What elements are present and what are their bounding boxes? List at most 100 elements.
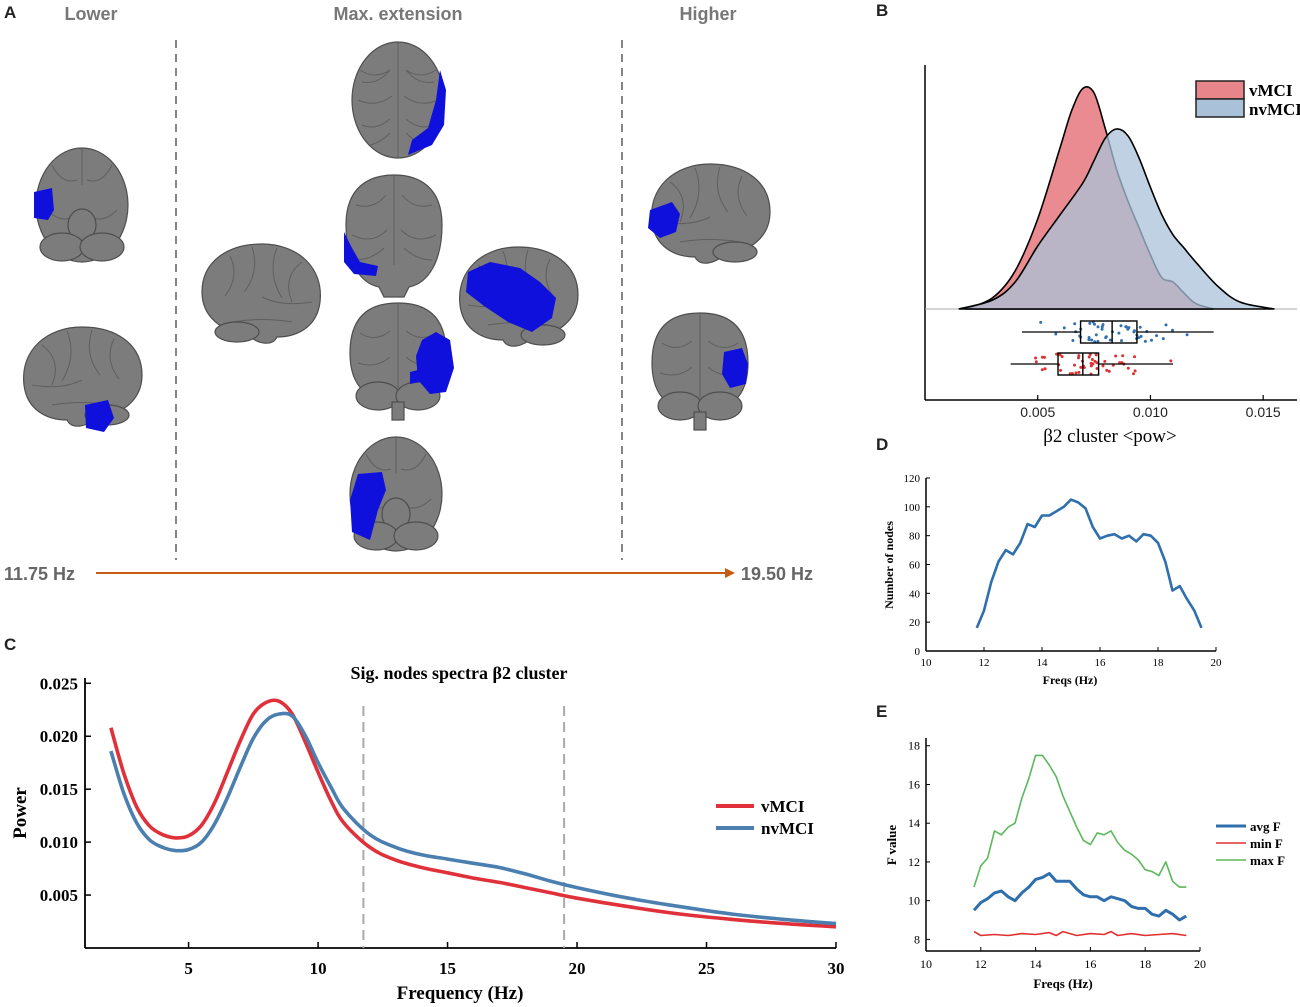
x-tick-label: 18 [1153, 657, 1165, 669]
panel-d-lines [975, 498, 1203, 629]
x-tick-label: 16 [1084, 957, 1096, 971]
y-tick-label: 0.005 [40, 886, 78, 905]
x-tick-label: 15 [439, 959, 456, 978]
jitter-point-vmci [1089, 364, 1093, 368]
jitter-point-vmci [1105, 368, 1109, 372]
jitter-point-nvmci [1071, 339, 1075, 342]
panel-e-letter: E [876, 702, 887, 721]
jitter-point-vmci [1133, 369, 1137, 373]
jitter-point-vmci [1073, 363, 1076, 367]
legend-label-nvmci: nvMCI [1249, 100, 1300, 119]
jitter-point-vmci [1077, 370, 1081, 374]
panel-d: D 10 12 14 16 18 20 0 20 40 60 80 100 120 Freqs (Hz)… [876, 435, 1222, 687]
jitter-point-vmci [1058, 353, 1062, 357]
jitter-point-vmci [1114, 354, 1118, 358]
line-avg-f [972, 872, 1188, 922]
jitter-point-vmci [1132, 372, 1135, 376]
jitter-point-nvmci [1138, 325, 1142, 329]
jitter-point-nvmci [1161, 337, 1165, 341]
line-nvmci [109, 711, 837, 926]
x-tick-label: 12 [975, 957, 987, 971]
jitter-point-vmci [1079, 365, 1083, 369]
legend-label-min-f: min F [1250, 836, 1283, 851]
x-tick-label: 20 [1211, 657, 1223, 669]
panel-b-letter: B [876, 1, 888, 20]
panel-c-lines [109, 698, 837, 929]
panel-c-letter: C [4, 635, 16, 654]
y-tick-label: 0.010 [40, 833, 78, 852]
jitter-point-nvmci [1119, 324, 1123, 328]
box-vmci [1057, 352, 1100, 376]
panel-a-letter: A [4, 3, 16, 22]
jitter-point-nvmci [1139, 334, 1143, 338]
panel-b-legend: vMCI nvMCI [1195, 80, 1300, 119]
brain-max-back-view [349, 302, 454, 421]
brain-higher-back-view [651, 312, 749, 431]
panel-e-lines [972, 754, 1188, 937]
x-tick-label: 10 [920, 957, 932, 971]
jitter-point-nvmci [1104, 335, 1108, 339]
jitter-point-nvmci [1126, 327, 1130, 331]
panel-e-legend: avg F min F max F [1216, 819, 1285, 868]
jitter-point-nvmci [1137, 336, 1141, 340]
brain-lower-bottom-view [34, 147, 129, 263]
jitter-point-nvmci [1150, 338, 1153, 342]
x-tick-label: 14 [1037, 657, 1049, 669]
jitter-point-vmci [1060, 355, 1064, 359]
y-tick-label: 0.015 [40, 780, 78, 799]
jitter-point-vmci [1121, 354, 1125, 358]
y-tick-label: 80 [909, 531, 921, 543]
legend-label-nvmci-c: nvMCI [761, 819, 814, 838]
jitter-point-nvmci [1096, 325, 1100, 329]
panel-c-title: Sig. nodes spectra β2 cluster [351, 663, 568, 683]
jitter-point-vmci [1133, 355, 1136, 359]
panel-d-letter: D [876, 435, 888, 454]
jitter-point-vmci [1040, 368, 1044, 372]
panel-c-ticks: 5 10 15 20 25 30 0.005 0.010 0.015 0.020 0.025 [40, 674, 845, 978]
legend-swatch-vmci [1195, 80, 1245, 100]
panel-b: B 0.005 0.010 0.015 β2 cluster <pow> vMCI … [876, 1, 1300, 447]
legend-label-avg-f: avg F [1250, 819, 1281, 834]
panel-c-ylabel: Power [10, 787, 31, 839]
jitter-point-vmci [1095, 361, 1099, 365]
box-nvmci [1079, 320, 1138, 344]
jitter-point-vmci [1070, 372, 1074, 375]
line-vmci [109, 698, 837, 929]
jitter-point-vmci [1087, 355, 1091, 359]
y-tick-label: 40 [909, 588, 921, 600]
y-tick-label: 8 [914, 932, 920, 946]
jitter-point-vmci [1090, 358, 1094, 361]
jitter-point-nvmci [1117, 331, 1121, 335]
header-lower: Lower [64, 4, 117, 24]
line-max-f [973, 754, 1187, 888]
jitter-point-vmci [1103, 359, 1107, 363]
y-tick-label: 0 [915, 646, 921, 658]
brain-lower-lateral-view [23, 326, 143, 432]
jitter-point-vmci [1169, 359, 1173, 363]
panel-c: C Sig. nodes spectra β2 cluster 5 10 15 20 2… [4, 635, 845, 1004]
legend-swatch-nvmci [1195, 98, 1245, 118]
jitter-point-vmci [1088, 353, 1092, 356]
legend-label-vmci-c: vMCI [761, 797, 805, 816]
jitter-point-vmci [1094, 353, 1098, 357]
jitter-point-vmci [1107, 369, 1111, 373]
x-tick-label: 0.015 [1246, 404, 1281, 420]
y-tick-label: 12 [908, 855, 920, 869]
x-tick-label: 10 [310, 959, 327, 978]
x-tick-label: 20 [1194, 957, 1206, 971]
brain-max-left-lateral-view [201, 243, 321, 344]
jitter-point-vmci [1034, 356, 1038, 360]
legend-label-vmci: vMCI [1249, 81, 1293, 100]
jitter-point-nvmci [1087, 336, 1091, 339]
jitter-point-nvmci [1073, 322, 1077, 326]
jitter-point-nvmci [1171, 328, 1174, 332]
jitter-point-vmci [1101, 364, 1105, 368]
jitter-point-vmci [1043, 367, 1047, 371]
y-tick-label: 16 [908, 777, 920, 791]
brain-max-bottom-view [349, 436, 443, 552]
panel-c-legend: vMCI nvMCI [716, 797, 814, 838]
jitter-point-nvmci [1133, 329, 1136, 333]
jitter-point-nvmci [1039, 320, 1043, 324]
